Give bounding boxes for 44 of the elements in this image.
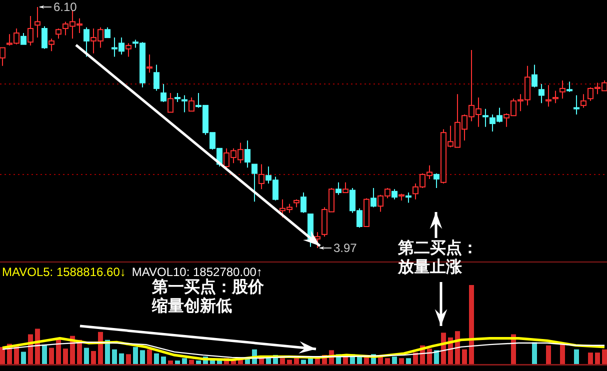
bar [560, 344, 565, 364]
bar [280, 358, 285, 364]
bar [21, 352, 26, 364]
bar [399, 358, 404, 364]
bar [133, 347, 138, 364]
bar [595, 352, 600, 364]
annotation: 3.97 [334, 241, 358, 255]
bar [49, 348, 54, 364]
bar [140, 350, 145, 364]
bar [406, 358, 411, 364]
bar [147, 349, 152, 364]
bar [112, 349, 117, 364]
bar [427, 348, 432, 364]
annotation: 第一买点：股价 [151, 277, 265, 296]
annotation: 第二买点： [397, 238, 478, 257]
bar [154, 353, 159, 364]
bar [588, 352, 593, 364]
bar [182, 358, 187, 364]
bar [91, 350, 96, 364]
bar [532, 342, 537, 364]
text: 放量止涨 [397, 257, 463, 276]
bar [161, 356, 166, 364]
bar [392, 356, 397, 364]
bar [602, 349, 607, 364]
bar [189, 360, 194, 364]
bar [462, 349, 467, 364]
bar [126, 354, 131, 364]
bar [287, 360, 292, 364]
annotation: 缩量创新低 [151, 296, 232, 315]
bar [63, 348, 68, 364]
bar [42, 344, 47, 364]
bar [98, 332, 103, 364]
bar [294, 358, 299, 364]
bar [385, 358, 390, 364]
text: MAVOL10: 1852780.00↑ [132, 265, 262, 279]
text: MAVOL5: 1588816.60↓ [2, 265, 126, 279]
bar [469, 285, 474, 364]
candlestick [34, 6, 40, 38]
bar [301, 360, 306, 364]
bar [119, 353, 124, 364]
bar [546, 345, 551, 364]
bar [84, 348, 89, 364]
annotation: 6.10 [54, 0, 78, 14]
bar [574, 349, 579, 364]
